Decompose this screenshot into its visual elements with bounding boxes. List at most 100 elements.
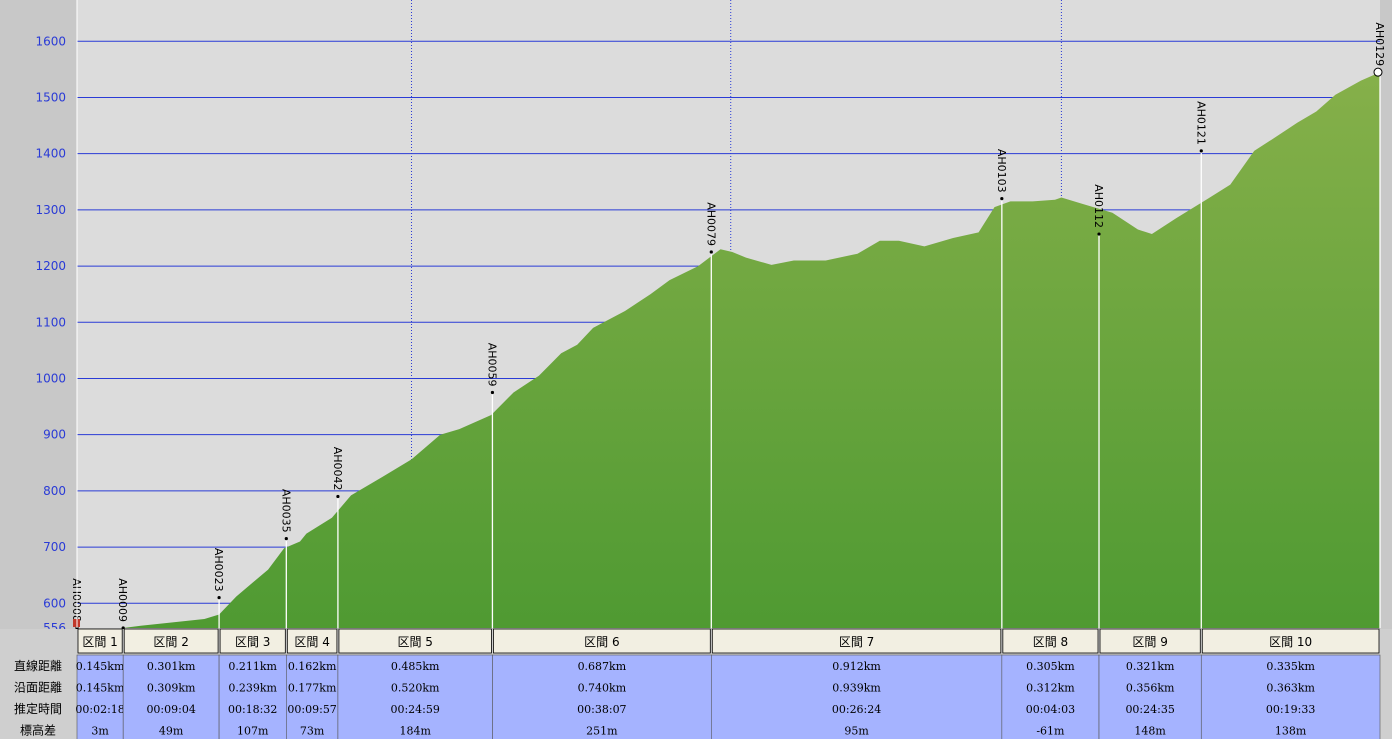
segment-data-cell (76, 654, 124, 739)
waypoint-markers: AH0008AH0009AH0023AH0035AH0042AH0059AH00… (70, 22, 1386, 630)
segment-value: 138m (1275, 725, 1307, 738)
segment-value: 0.363km (1266, 682, 1315, 695)
segment-header-label: 区間 3 (235, 635, 270, 649)
segment-value: 0.485km (391, 660, 440, 673)
segment-header-label: 区間 4 (294, 635, 329, 649)
segment-header-cell (77, 628, 123, 654)
segment-value: 0.177km (288, 682, 337, 695)
segment-value: 00:18:32 (228, 703, 277, 716)
segment-header-label: 区間 2 (153, 635, 188, 649)
waypoint-label: AH0035 (279, 489, 292, 533)
segment-value: 95m (844, 725, 869, 738)
row-label: 沿面距離 (14, 681, 62, 695)
segment-value: 0.305km (1026, 660, 1075, 673)
waypoint-label: AH0009 (116, 578, 129, 622)
segment-value: 0.335km (1266, 660, 1315, 673)
segment-value: 00:24:59 (390, 703, 439, 716)
segment-header-cell (711, 628, 1002, 654)
segment-value: 0.145km (76, 660, 125, 673)
waypoint-dot (284, 537, 288, 541)
segment-value: 0.356km (1126, 682, 1175, 695)
segment-value: 0.687km (578, 660, 627, 673)
row-label: 標高差 (20, 723, 56, 738)
waypoint-label: AH0112 (1092, 184, 1105, 228)
elevation-area-fill (77, 72, 1380, 628)
y-tick-label: 1500 (35, 90, 66, 104)
waypoint-label: AH0121 (1194, 101, 1207, 145)
segment-value: 107m (237, 725, 269, 738)
segment-value: 0.162km (288, 660, 337, 673)
segment-value: 3m (91, 725, 109, 738)
waypoint-dot (217, 596, 221, 600)
waypoint-dot (336, 494, 340, 499)
y-tick-label: 1300 (35, 203, 66, 217)
y-tick-label: 1600 (35, 34, 66, 48)
segment-value: 0.520km (391, 682, 440, 695)
waypoint-dot (1097, 232, 1101, 236)
waypoint-dot (1000, 197, 1004, 201)
segment-header-cell (338, 628, 492, 654)
waypoint-label: AH0129 (1373, 22, 1386, 66)
segment-data-cell (1200, 654, 1381, 739)
segment-header-label: 区間 5 (397, 635, 432, 649)
y-tick-label: 1000 (35, 371, 66, 385)
segment-header-cell (219, 628, 286, 654)
segment-header-cell (1002, 628, 1099, 654)
waypoint-label: AH0059 (485, 343, 498, 387)
segment-data-cell (286, 654, 339, 739)
y-tick-label: 700 (43, 540, 66, 554)
segment-header-cell (1201, 628, 1380, 654)
segment-data-cell (1098, 654, 1202, 739)
segment-value: 00:26:24 (832, 703, 881, 716)
waypoint-dot (1199, 149, 1203, 153)
segment-value: -61m (1036, 725, 1065, 738)
segment-header-label: 区間 10 (1269, 635, 1312, 649)
row-label: 直線距離 (14, 658, 62, 673)
segment-header-cell (493, 628, 711, 654)
segment-header-label: 区間 6 (584, 635, 619, 649)
segment-data-cell (337, 654, 493, 739)
y-tick-label: 900 (43, 428, 66, 442)
segment-value: 0.309km (147, 682, 196, 695)
y-tick-label: 1100 (35, 315, 66, 329)
waypoint-label: AH0103 (995, 149, 1008, 193)
segment-value: 00:02:18 (75, 703, 124, 716)
y-tick-label: 600 (43, 596, 66, 610)
segment-value: 00:24:35 (1125, 703, 1174, 716)
segment-header-cell (286, 628, 338, 654)
segment-value: 00:19:33 (1266, 703, 1315, 716)
segment-value: 251m (586, 725, 618, 738)
segment-data-cell (1001, 654, 1100, 739)
segment-value: 0.145km (76, 682, 125, 695)
row-label: 推定時間 (14, 701, 62, 716)
segment-data-cell (122, 654, 220, 739)
segment-value: 0.239km (228, 682, 277, 695)
segment-data-cell (218, 654, 287, 739)
segment-value: 49m (159, 725, 184, 738)
y-tick-label: 800 (43, 484, 66, 498)
waypoint-label: AH0023 (212, 548, 225, 592)
segment-header-cell (1099, 628, 1201, 654)
segment-value: 73m (300, 725, 325, 738)
segment-header-label: 区間 8 (1033, 635, 1068, 649)
elevation-area (77, 72, 1380, 628)
segment-value: 0.312km (1026, 682, 1075, 695)
segment-value: 0.912km (832, 660, 881, 673)
waypoint-label: AH0042 (331, 447, 344, 491)
segment-table: 区間 1 0.145km 0.145km 00:02:18 3m 区間 2 0.301km 0… (0, 628, 1392, 739)
segment-value: 0.211km (228, 660, 277, 673)
segment-value: 0.321km (1126, 660, 1175, 673)
y-tick-label: 1200 (35, 259, 66, 273)
segment-data-cell (710, 654, 1003, 739)
segment-header-label: 区間 7 (839, 635, 874, 649)
y-tick-label: 1400 (35, 147, 66, 161)
y-axis: 5566007008009001000110012001300140015001… (35, 0, 78, 635)
segment-value: 184m (399, 725, 431, 738)
segment-value: 0.301km (147, 660, 196, 673)
segment-value: 00:38:07 (577, 703, 626, 716)
end-point-icon (1373, 67, 1383, 77)
segment-value: 148m (1134, 725, 1166, 738)
segment-value: 0.939km (832, 682, 881, 695)
segment-header-cell (123, 628, 219, 654)
